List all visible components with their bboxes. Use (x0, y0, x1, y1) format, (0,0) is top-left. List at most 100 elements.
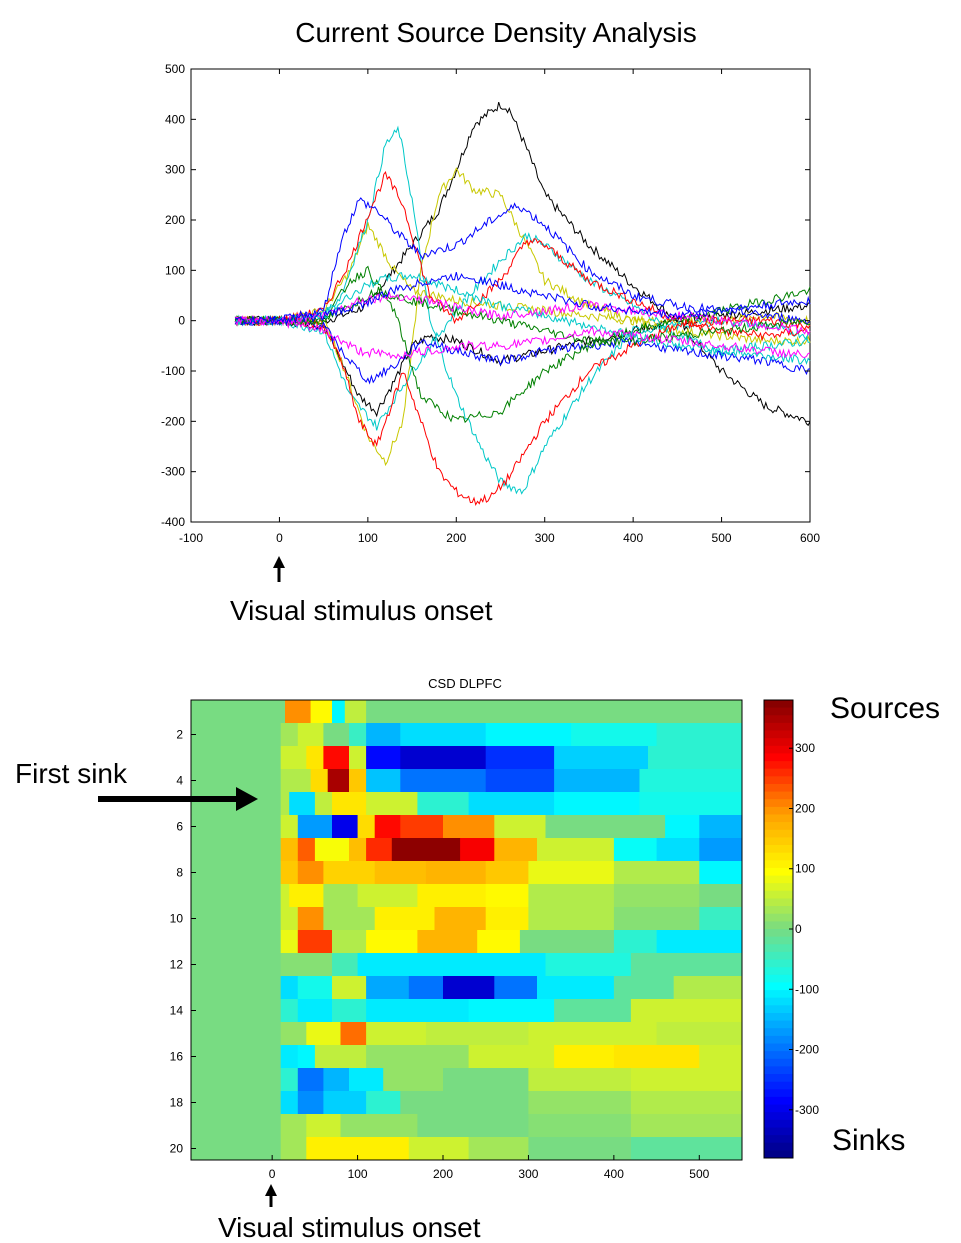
y-tick-label: 100 (165, 263, 185, 277)
colorbar-band (764, 700, 793, 709)
series-line-1 (235, 101, 811, 427)
colorbar-band (764, 1119, 793, 1128)
heatmap-cell (400, 815, 444, 839)
heatmap-y-tick-label: 8 (176, 866, 183, 880)
heatmap-cell (699, 838, 743, 862)
heatmap-cell (280, 792, 290, 816)
colorbar-band (764, 829, 793, 838)
colorbar-band (764, 875, 793, 884)
heatmap-cell (366, 700, 743, 724)
heatmap-cell (400, 1091, 529, 1115)
colorbar-band (764, 753, 793, 762)
heatmap-cell (613, 930, 658, 954)
x-tick-label: 0 (276, 531, 283, 545)
heatmap-cell (280, 815, 299, 839)
heatmap-cell (366, 746, 401, 770)
colorbar-top-label: Sources (830, 692, 940, 725)
heatmap-cell (191, 1068, 282, 1092)
y-tick-label: 300 (165, 163, 185, 177)
heatmap-cell (400, 769, 487, 793)
heatmap-cell (434, 907, 487, 931)
heatmap-cell (297, 907, 324, 931)
colorbar-tick-label: 100 (795, 862, 815, 876)
heatmap-cell (528, 1068, 632, 1092)
heatmap-cell (374, 815, 401, 839)
heatmap-cell (468, 999, 555, 1023)
heatmap-y-tick-label: 6 (176, 820, 183, 834)
heatmap-cell (485, 769, 555, 793)
heatmap-cell (366, 769, 401, 793)
x-tick-label: 100 (358, 531, 378, 545)
heatmap-cell (323, 1068, 350, 1092)
heatmap-cell (366, 999, 470, 1023)
heatmap-cell (554, 1045, 615, 1069)
colorbar-tick-label: 200 (795, 801, 815, 815)
heatmap-cell (630, 1091, 743, 1115)
heatmap-cell (639, 792, 743, 816)
heatmap-cell (349, 723, 367, 747)
colorbar-band (764, 1058, 793, 1067)
heatmap-cell (349, 838, 367, 862)
colorbar-band (764, 1127, 793, 1136)
y-tick-label: -200 (161, 414, 185, 428)
colorbar-band (764, 837, 793, 846)
heatmap-cell (699, 907, 743, 931)
colorbar-band (764, 997, 793, 1006)
heatmap-cell (374, 907, 435, 931)
heatmap-y-tick-label: 12 (170, 958, 184, 972)
heatmap-cell (613, 884, 700, 908)
colorbar-bottom-label: Sinks (832, 1124, 905, 1157)
heatmap-cell (332, 999, 367, 1023)
heatmap-cell (297, 1045, 316, 1069)
heatmap-cell (656, 838, 700, 862)
bottom-onset-arrow (265, 1184, 277, 1207)
heatmap-cell (366, 1022, 427, 1046)
x-tick-label: 600 (800, 531, 820, 545)
heatmap-cell (494, 976, 538, 1000)
heatmap-y-tick-label: 10 (170, 912, 184, 926)
heatmap-cell (310, 769, 329, 793)
top-chart-y-ticks: -400 -300 -200 -100 0 100 200 300 400 500 (161, 62, 810, 529)
heatmap-cell (366, 930, 418, 954)
x-tick-label: 500 (712, 531, 732, 545)
heatmap-cell (191, 1091, 282, 1115)
heatmap-cell (297, 930, 333, 954)
colorbar-band (764, 1013, 793, 1022)
heatmap-cell (191, 723, 282, 747)
colorbar-band (764, 883, 793, 892)
heatmap-cell (323, 907, 376, 931)
colorbar-band (764, 738, 793, 747)
heatmap-cell (289, 792, 316, 816)
heatmap-cell (280, 884, 290, 908)
heatmap-cell (400, 746, 487, 770)
heatmap-cell (357, 815, 376, 839)
heatmap-cell (537, 976, 615, 1000)
colorbar-band (764, 707, 793, 716)
heatmap-cell (297, 1091, 324, 1115)
colorbar-band (764, 814, 793, 823)
heatmap-cell (630, 1137, 743, 1161)
heatmap-cell (323, 746, 350, 770)
heatmap-cell (537, 838, 615, 862)
bottom-onset-label: Visual stimulus onset (218, 1212, 481, 1243)
heatmap-cell (357, 884, 418, 908)
heatmap-cell (280, 930, 299, 954)
heatmap-cell (280, 861, 299, 885)
heatmap-cell (613, 1045, 700, 1069)
heatmap-cell (528, 1091, 632, 1115)
heatmap-cell (366, 838, 393, 862)
colorbar-band (764, 1051, 793, 1060)
heatmap-cell (285, 700, 312, 724)
colorbar-band (764, 1043, 793, 1052)
heatmap-cell (417, 884, 487, 908)
heatmap-cell (425, 1022, 529, 1046)
colorbar-band (764, 1096, 793, 1105)
heatmap-cell (327, 769, 350, 793)
series-line-12 (234, 286, 811, 347)
heatmap-cell (280, 976, 299, 1000)
heatmap-cell (425, 861, 487, 885)
heatmap-y-tick-label: 4 (176, 774, 183, 788)
heatmap-cell (191, 976, 282, 1000)
heatmap-cell (280, 1137, 307, 1161)
